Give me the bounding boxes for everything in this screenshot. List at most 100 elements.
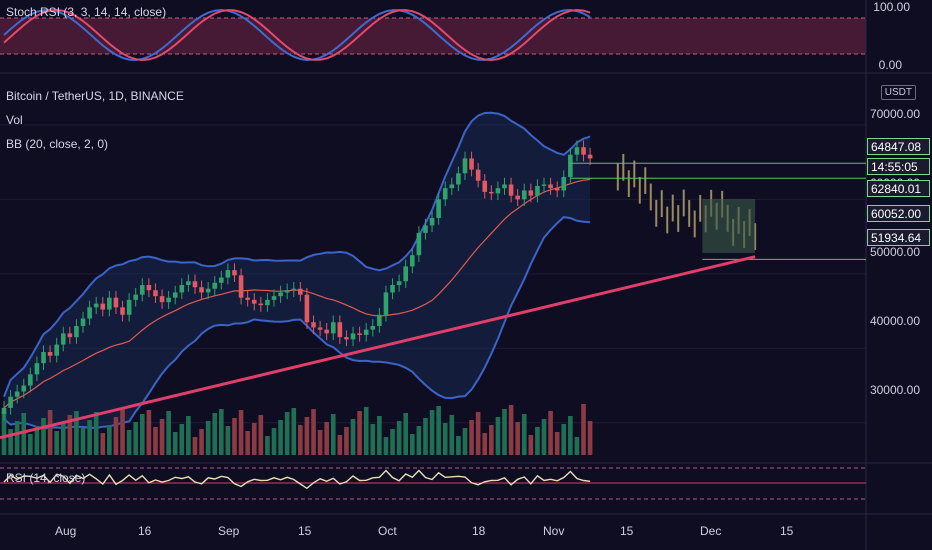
- volume-bar: [489, 425, 494, 455]
- volume-legend[interactable]: Vol: [6, 113, 23, 127]
- candle-body: [251, 299, 257, 304]
- volume-bar: [14, 421, 20, 455]
- candle-body: [205, 288, 211, 293]
- candle-body: [574, 147, 580, 155]
- candle-body: [199, 287, 204, 293]
- volume-bar: [34, 426, 40, 455]
- candle-body: [166, 297, 171, 303]
- volume-bar: [166, 411, 171, 455]
- volume-bar: [80, 428, 86, 455]
- volume-bar: [87, 420, 92, 455]
- volume-bar: [278, 420, 283, 455]
- candle-body: [442, 188, 448, 200]
- volume-bar: [225, 426, 231, 455]
- candle-body: [383, 292, 389, 315]
- rsi-line: [3, 469, 591, 490]
- volume-bar: [192, 437, 198, 455]
- countdown-tag: 14:55:05: [867, 158, 930, 175]
- candle-body: [587, 154, 593, 159]
- stoch-k-line: [3, 8, 591, 62]
- stoch-axis-0: 0.00: [878, 58, 902, 72]
- bb-upper-band: [3, 111, 591, 398]
- volume-bar: [245, 431, 250, 455]
- volume-bar: [528, 435, 534, 455]
- volume-bar: [107, 425, 112, 455]
- time-tick-16: 16: [138, 524, 152, 538]
- candle-body: [153, 290, 158, 297]
- candle-body: [245, 297, 250, 300]
- volume-bar: [317, 430, 323, 455]
- candle-body: [403, 266, 409, 282]
- candle-body: [8, 396, 13, 408]
- candle-body: [409, 255, 415, 267]
- candle-body: [192, 281, 198, 288]
- volume-bar: [298, 425, 303, 455]
- volume-bar: [449, 415, 455, 455]
- time-tick-nov: Nov: [543, 524, 565, 538]
- volume-bar: [113, 417, 119, 455]
- candle-body: [74, 325, 79, 338]
- volume-bar: [429, 410, 435, 455]
- candle-body: [232, 270, 237, 276]
- candle-body: [265, 299, 270, 306]
- price-tag-support: 51934.64: [867, 229, 930, 246]
- candle-body: [41, 352, 46, 364]
- candle-body: [528, 190, 534, 196]
- volume-bar: [330, 414, 336, 455]
- candle-body: [390, 285, 395, 293]
- volume-bar: [462, 428, 468, 455]
- volume-bar: [41, 418, 46, 455]
- candle-body: [377, 314, 382, 326]
- volume-bar: [350, 419, 356, 455]
- candle-body: [535, 185, 540, 196]
- volume-bar: [581, 404, 586, 455]
- volume-bar: [357, 411, 362, 455]
- candle-body: [54, 344, 59, 356]
- volume-bar: [337, 435, 343, 455]
- volume-bar: [377, 416, 382, 455]
- time-tick-oct: Oct: [378, 524, 397, 538]
- time-tick-aug: Aug: [55, 524, 77, 538]
- candle-body: [304, 294, 310, 323]
- volume-bar: [47, 410, 53, 455]
- candle-body: [258, 303, 264, 306]
- candle-body: [489, 191, 494, 194]
- currency-badge[interactable]: USDT: [880, 85, 916, 100]
- candle-body: [561, 177, 567, 191]
- candle-body: [475, 169, 481, 181]
- candle-body: [284, 290, 290, 293]
- candle-body: [311, 322, 316, 328]
- volume-bar: [403, 413, 409, 455]
- candle-body: [370, 325, 376, 330]
- price-axis-50000: 50000.00: [869, 245, 920, 259]
- volume-bar: [212, 413, 218, 455]
- volume-bar: [74, 411, 79, 455]
- candle-body: [271, 296, 277, 300]
- candle-body: [330, 322, 336, 334]
- candle-body: [436, 199, 441, 218]
- price-axis-30000: 30000.00: [869, 383, 920, 397]
- volume-bar: [495, 417, 501, 455]
- volume-bar: [251, 423, 257, 455]
- volume-bar: [271, 428, 277, 455]
- volume-bar: [521, 414, 527, 455]
- bb-basis: [3, 178, 591, 409]
- candle-body: [87, 307, 92, 319]
- volume-bar: [409, 434, 415, 455]
- candle-body: [1, 407, 7, 414]
- candle-body: [146, 285, 152, 291]
- support-trendline: [0, 255, 756, 440]
- candle-body: [495, 188, 501, 194]
- candle-body: [423, 225, 428, 233]
- volume-bar: [482, 433, 488, 455]
- stoch-rsi-legend: Stoch RSI (3, 3, 14, 14, close): [6, 5, 167, 19]
- volume-bar: [311, 409, 316, 455]
- bb-fill: [4, 112, 591, 430]
- bollinger-legend[interactable]: BB (20, close, 2, 0): [6, 137, 109, 151]
- symbol-legend[interactable]: Bitcoin / TetherUS, 1D, BINANCE: [6, 89, 184, 103]
- volume-bar: [219, 409, 224, 455]
- candle-body: [107, 297, 112, 310]
- time-tick-dec: Dec: [700, 524, 722, 538]
- volume-bar: [416, 426, 422, 455]
